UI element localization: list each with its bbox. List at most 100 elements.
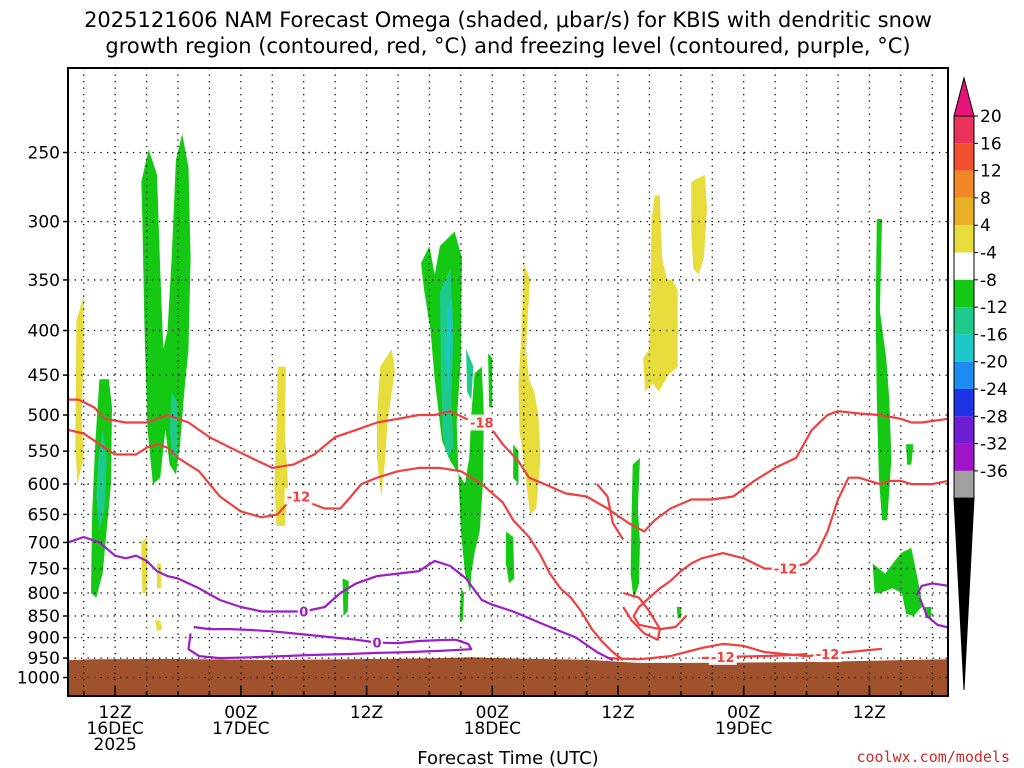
colorbar-box-9 — [954, 361, 974, 389]
colorbar-under-arrow — [953, 497, 975, 691]
colorbar-box-1 — [954, 143, 974, 171]
red-contour-5 — [607, 642, 883, 661]
purple-contour-label-bg — [297, 603, 310, 620]
y-tick-label-900: 900 — [28, 629, 60, 649]
omega-region-8 — [459, 588, 464, 621]
purple-contour-label-bg — [371, 634, 384, 651]
colorbar-box-3 — [954, 197, 974, 226]
omega-region-24 — [377, 349, 395, 497]
omega-region-16 — [872, 547, 922, 616]
chart-title-line-2: growth region (contoured, red, °C) and f… — [105, 34, 910, 58]
y-tick-label-250: 250 — [28, 144, 60, 164]
colorbar-box-4 — [954, 225, 974, 253]
purple-contour-0 — [68, 535, 614, 662]
colorbar-label: 8 — [980, 189, 991, 209]
x-tick-label: 12Z — [350, 703, 383, 723]
colorbar-label: -28 — [980, 407, 1008, 427]
y-tick-label-400: 400 — [28, 322, 60, 342]
colorbar-label: -12 — [980, 298, 1008, 318]
colorbar-label: 4 — [980, 216, 991, 236]
x-tick-label: 18DEC — [464, 719, 521, 739]
omega-region-21 — [157, 563, 162, 589]
omega-region-18 — [906, 444, 914, 465]
x-tick-label: 17DEC — [212, 719, 269, 739]
omega-region-11 — [505, 531, 515, 584]
colorbar-label: -16 — [980, 325, 1008, 345]
omega-region-27 — [691, 174, 707, 275]
freezing-level-contours — [68, 535, 948, 662]
colorbar-label: -8 — [980, 271, 997, 291]
omega-region-15 — [875, 219, 892, 521]
omega-region-13 — [630, 457, 640, 600]
omega-region-22 — [155, 620, 163, 632]
omega-shading — [75, 133, 932, 632]
watermark: coolwx.com/models — [856, 748, 1010, 766]
red-contour-2 — [632, 476, 948, 631]
x-tick-label: 12Z — [99, 703, 132, 723]
colorbar-label: -4 — [980, 244, 997, 264]
red-contour-3 — [596, 483, 625, 541]
purple-contour-1 — [187, 625, 473, 660]
colorbar-box-13 — [954, 470, 974, 499]
purple-contour-2 — [915, 582, 948, 596]
omega-region-10 — [513, 444, 519, 485]
colorbar-box-10 — [954, 389, 974, 417]
colorbar-box-11 — [954, 416, 974, 444]
colorbar-label: -24 — [980, 380, 1008, 400]
omega-region-19 — [75, 295, 84, 485]
omega-region-2 — [141, 133, 191, 485]
y-tick-label-700: 700 — [28, 533, 60, 553]
red-contour-label-bg — [284, 488, 313, 505]
ground-layer — [68, 657, 948, 696]
x-tick-label: 16DEC — [86, 719, 143, 739]
x-tick-label: 2025 — [94, 735, 137, 755]
red-contour-label: -12 — [711, 651, 735, 666]
x-tick-label: 00Z — [476, 703, 509, 723]
x-tick-label: 12Z — [601, 703, 634, 723]
colorbar-box-6 — [954, 279, 974, 308]
dendritic-growth-contours — [68, 398, 948, 661]
y-tick-label-350: 350 — [28, 271, 60, 291]
colorbar-box-5 — [954, 252, 974, 280]
omega-region-9 — [488, 353, 493, 408]
red-contour-label-bg — [467, 414, 496, 431]
y-tick-label-850: 850 — [28, 607, 60, 627]
omega-region-12 — [342, 578, 349, 616]
y-tick-label-500: 500 — [28, 406, 60, 426]
purple-contour-label: 0 — [373, 637, 382, 652]
y-tick-label-750: 750 — [28, 560, 60, 580]
omega-region-26 — [643, 195, 678, 392]
y-tick-label-600: 600 — [28, 475, 60, 495]
x-tick-label: 12Z — [853, 703, 886, 723]
colorbar-label: -20 — [980, 353, 1008, 373]
colorbar-label: -36 — [980, 462, 1008, 482]
red-contour-0 — [68, 398, 948, 533]
omega-region-7 — [466, 349, 474, 400]
y-tick-label-450: 450 — [28, 366, 60, 386]
red-contour-label: -12 — [816, 648, 840, 663]
colorbar-label: 20 — [980, 107, 1002, 127]
y-axis: 2503003504004505005506006507007508008509… — [17, 144, 68, 689]
x-tick-label: 00Z — [224, 703, 257, 723]
purple-contour-3 — [918, 597, 948, 629]
red-contour-label-bg — [708, 648, 737, 665]
y-tick-label-1000: 1000 — [17, 669, 60, 689]
red-contour-label: -12 — [287, 490, 311, 505]
y-tick-label-300: 300 — [28, 213, 60, 233]
purple-contour-label: 0 — [299, 605, 308, 620]
omega-region-23 — [274, 366, 288, 526]
colorbar-box-0 — [954, 116, 974, 144]
red-contour-1 — [68, 428, 624, 661]
red-contour-label: -18 — [470, 417, 494, 432]
red-contour-label: -12 — [774, 563, 798, 578]
contour-labels: -18 -12 -12 -12 -12 0 0 — [284, 414, 842, 666]
red-contour-label-bg — [813, 646, 842, 663]
colorbar-box-2 — [954, 170, 974, 198]
colorbar: 20 16 12 8 4 -4 -8 -12 -16 -20 -24 -28 -32 -36 — [953, 76, 1008, 691]
red-contour-label-bg — [771, 560, 800, 577]
y-tick-label-800: 800 — [28, 584, 60, 604]
omega-region-1 — [96, 429, 107, 532]
red-contour-4 — [622, 591, 662, 641]
